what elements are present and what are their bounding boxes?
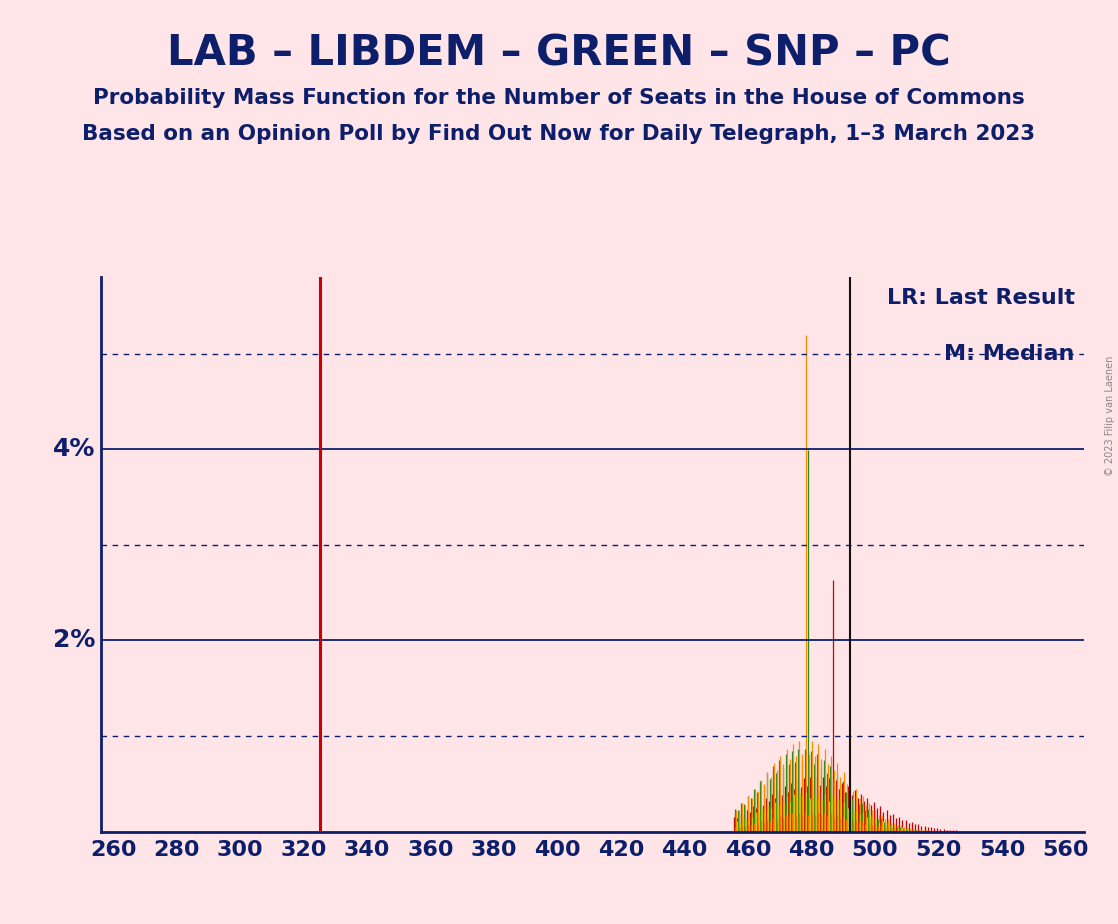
Text: Probability Mass Function for the Number of Seats in the House of Commons: Probability Mass Function for the Number… xyxy=(93,88,1025,108)
Text: © 2023 Filip van Laenen: © 2023 Filip van Laenen xyxy=(1105,356,1115,476)
Text: 4%: 4% xyxy=(54,437,96,461)
Text: Based on an Opinion Poll by Find Out Now for Daily Telegraph, 1–3 March 2023: Based on an Opinion Poll by Find Out Now… xyxy=(83,124,1035,144)
Text: 2%: 2% xyxy=(54,628,96,652)
Text: LAB – LIBDEM – GREEN – SNP – PC: LAB – LIBDEM – GREEN – SNP – PC xyxy=(167,32,951,74)
Text: LR: Last Result: LR: Last Result xyxy=(887,288,1074,309)
Text: M: Median: M: Median xyxy=(945,344,1074,364)
